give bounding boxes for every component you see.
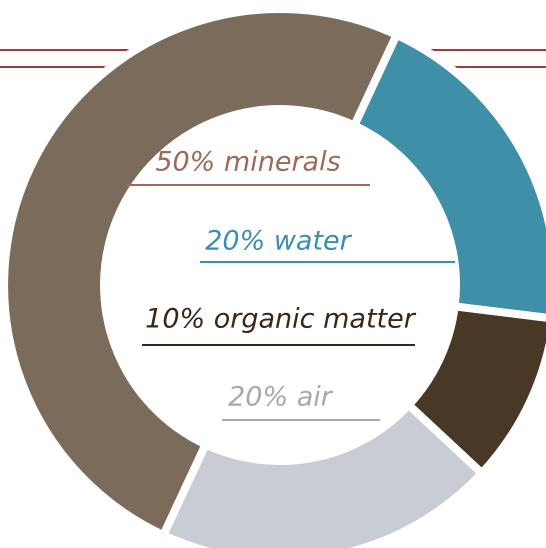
donut-slice <box>158 399 488 548</box>
slice-label: 10% organic matter <box>145 304 417 335</box>
slice-label: 20% air <box>228 382 334 413</box>
donut-hole <box>108 113 452 457</box>
donut-slice <box>349 29 546 322</box>
slice-label: 50% minerals <box>155 147 340 178</box>
slice-label: 20% water <box>205 226 352 257</box>
donut-slice <box>0 5 402 541</box>
